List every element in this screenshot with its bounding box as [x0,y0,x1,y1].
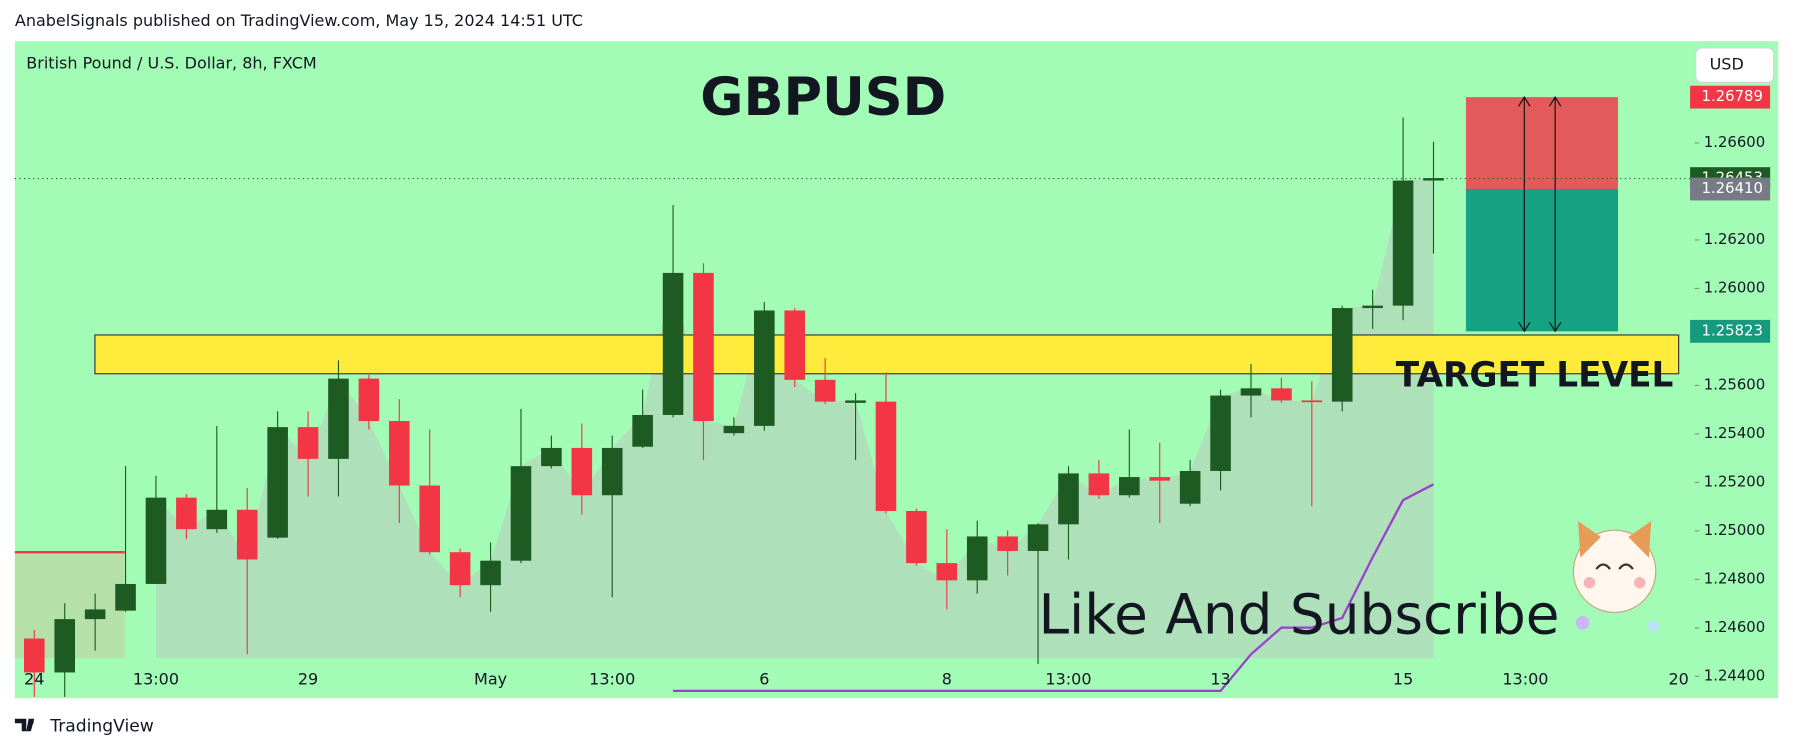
symbol-info: British Pound / U.S. Dollar, 8h, FXCM [26,53,316,72]
candle-body [389,421,410,486]
x-tick-label: 24 [24,669,44,688]
indicator-line [673,483,1435,693]
candle-body [784,310,806,380]
candle-body [1271,388,1292,401]
candle-body [571,447,593,496]
candle-body [1301,400,1323,403]
currency-label: USD [1710,55,1744,74]
candle-body [966,536,988,581]
candle-body [723,425,745,434]
target-area [1465,189,1619,332]
x-tick-label: 13:00 [1045,669,1091,688]
candle-body [145,497,167,584]
y-tick-label: 1.26600 [1704,133,1765,151]
x-tick-label: 15 [1393,669,1413,688]
x-tick-label: 13:00 [589,669,635,688]
candle-body [1179,470,1201,504]
candle-body [1119,477,1140,496]
y-tick-label: 1.25400 [1704,424,1765,442]
y-tick-label: 1.26000 [1704,278,1765,296]
candle-body [541,447,562,467]
candle-body [419,485,441,553]
candle-body [1149,477,1171,481]
y-tick-label: 1.25200 [1704,472,1765,490]
x-tick-label: 13:00 [133,669,179,688]
y-tick-label: 1.24800 [1704,569,1765,587]
y-tick-label: 1.25600 [1704,375,1765,393]
candle-body [84,609,106,620]
annotation: Like And Subscribe [1038,582,1559,646]
arrow-head [1548,321,1562,333]
candle-body [1392,180,1414,306]
candle-body [1027,524,1049,551]
x-tick-label: 6 [759,669,769,688]
x-tick-label: May [474,669,507,688]
candle-body [510,466,532,561]
currency-button[interactable] [1695,47,1775,83]
candle-body [997,536,1018,551]
candle-body [1331,308,1353,402]
candle-body [1210,395,1231,471]
close-area [155,178,1434,659]
stop-tag [1690,85,1771,109]
candle-body [176,497,197,530]
tradingview-logo: TradingView [14,717,154,737]
candle-body [206,509,228,530]
candle-body [936,563,958,581]
candle-body [845,400,866,403]
cat-sticker [1572,521,1660,632]
candle-body [662,272,684,415]
x-tick-label: 13:00 [1502,669,1548,688]
x-tick-label: 13 [1210,669,1230,688]
y-tick-label: 1.24600 [1704,618,1765,636]
stop-tag-label: 1.26789 [1702,87,1763,105]
candle-body [54,619,76,673]
target-tag [1690,319,1771,343]
candle-body [115,583,136,611]
target-zone [94,334,1680,375]
candle-body [632,414,653,447]
candle-body [480,560,501,586]
arrow-head [1518,96,1531,107]
candle-body [754,310,775,426]
candle-body [267,427,288,538]
candle-body [1362,305,1383,309]
candle-body [875,401,897,511]
y-tick-label: 1.26200 [1704,230,1765,248]
footer-brand: TradingView [49,717,154,737]
publish-header: AnabelSignals published on TradingView.c… [15,11,583,30]
candle-body [906,510,927,564]
candle-body [328,378,349,459]
entry-tag-label: 1.26410 [1702,179,1763,197]
candle-body [1088,473,1110,496]
candle-body [814,379,836,402]
candle-body [236,509,258,560]
y-tick-label: 1.24400 [1704,666,1765,684]
chart-title: GBPUSD [700,67,946,128]
candle-body [693,272,714,422]
arrow-head [1548,96,1562,107]
candle-body [358,378,380,422]
candle-body [1423,178,1444,181]
x-tick-label: 29 [298,669,318,688]
target-tag-label: 1.25823 [1702,321,1763,339]
candle-body [24,638,45,673]
candle-body [1058,473,1079,525]
entry-tag [1690,177,1771,201]
candle-body [449,552,471,586]
candle-body [1240,388,1262,396]
x-tick-label: 8 [942,669,952,688]
stop-area [1465,97,1619,190]
arrow-head [1518,321,1531,333]
y-tick-label: 1.25000 [1704,521,1765,539]
zone-label: TARGET LEVEL [1396,356,1674,396]
candle-body [601,447,623,496]
x-tick-label: 20 [1668,669,1688,688]
candle-body [297,427,319,459]
